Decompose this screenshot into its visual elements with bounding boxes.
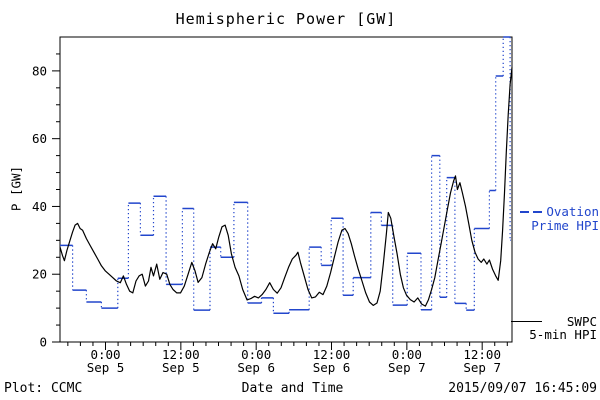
plot-source-label: Plot: CCMC [4,381,83,396]
y-tick-label: 80 [32,63,47,78]
legend-ovation-sample-row: Ovation [505,205,599,219]
x-tick-time-label: 12:00 [463,347,501,362]
ovation-step-connectors [72,37,511,314]
x-tick-time-label: 0:00 [392,347,422,362]
y-tick-label: 60 [32,131,47,146]
x-axis-label: Date and Time [241,381,344,396]
swpc-line-sample [511,321,542,322]
x-tick-time-label: 12:00 [313,347,351,362]
ovation-line-sample-dash-icon [520,211,530,213]
y-tick-label: 20 [32,267,47,282]
legend-ovation-label-line2: Prime HPI [531,218,599,233]
x-tick-time-label: 0:00 [90,347,120,362]
x-tick-time-label: 0:00 [241,347,271,362]
plot-frame [59,36,513,343]
x-tick-date-label: Sep 7 [463,360,501,375]
x-tick-time-label: 12:00 [162,347,200,362]
x-tick-date-label: Sep 6 [237,360,275,375]
legend-swpc-label-line1: SWPC [566,314,597,329]
plot-timestamp: 2015/09/07 16:45:09 [448,381,597,396]
ovation-step-levels [60,36,511,314]
x-tick-date-label: Sep 5 [87,360,125,375]
x-tick-date-label: Sep 7 [388,360,426,375]
legend-ovation: Ovation Prime HPI [505,205,599,233]
legend-swpc: SWPC 5-min HPI [512,315,597,341]
swpc-line [59,67,513,307]
legend-swpc-label-line2: 5-min HPI [529,327,597,342]
ovation-line-sample-dash-icon [533,211,543,213]
y-tick-label: 40 [32,199,47,214]
legend-ovation-label-line1: Ovation [546,204,599,219]
chart-title: Hemispheric Power [GW] [175,10,397,28]
x-tick-date-label: Sep 6 [313,360,351,375]
y-tick-label: 0 [39,335,47,350]
x-tick-date-label: Sep 5 [162,360,200,375]
